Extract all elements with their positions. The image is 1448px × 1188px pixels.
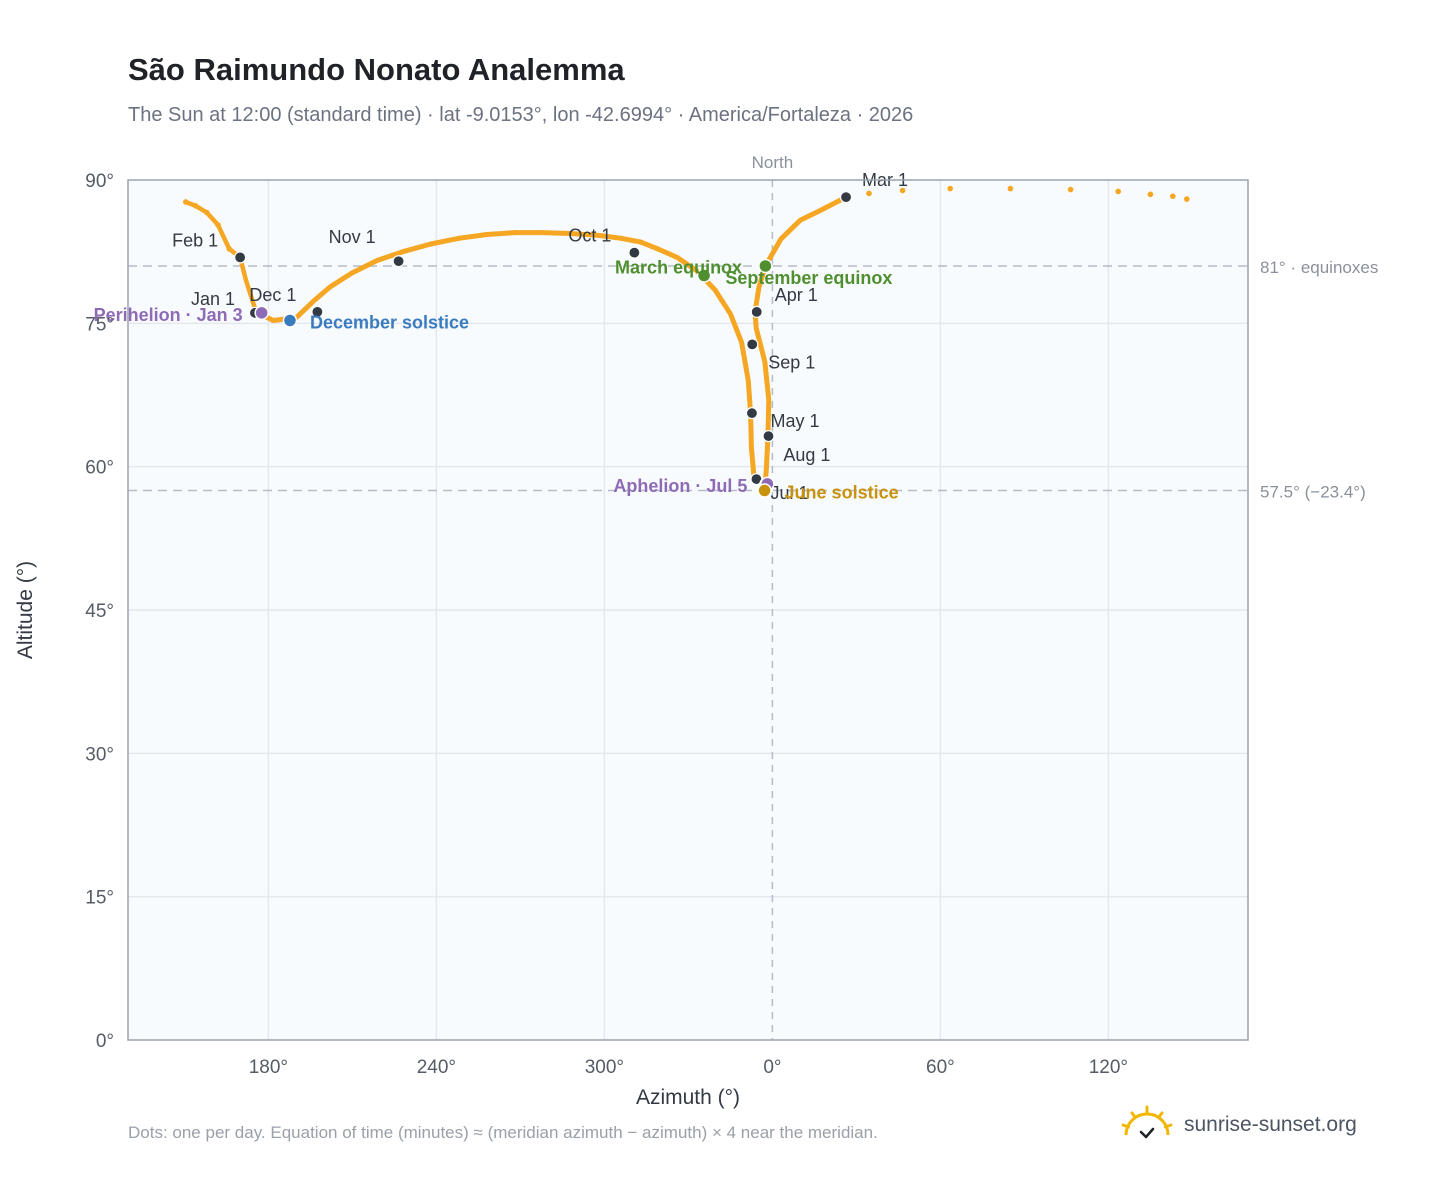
day-dot — [568, 230, 574, 237]
footnote: Dots: one per day. Equation of time (min… — [128, 1123, 878, 1142]
day-dot — [866, 190, 872, 197]
reference-line-label: 57.5° (−23.4°) — [1260, 483, 1366, 502]
event-marker — [282, 313, 298, 328]
x-tick-label: 0° — [763, 1057, 781, 1078]
day-dot — [1170, 193, 1176, 200]
month-marker — [750, 305, 763, 318]
event-label: September equinox — [725, 268, 892, 288]
event-label: December solstice — [310, 312, 469, 332]
event-marker — [758, 258, 773, 274]
month-label: Jul 1 — [770, 483, 808, 503]
day-dot — [400, 249, 406, 255]
chart-subtitle: The Sun at 12:00 (standard time) · lat -… — [128, 104, 914, 126]
day-dot — [1007, 185, 1014, 192]
day-dot — [456, 235, 462, 241]
month-marker — [234, 251, 247, 264]
day-dot — [540, 229, 546, 236]
day-dot — [947, 185, 953, 192]
y-tick-label: 15° — [85, 888, 114, 909]
month-label: Sep 1 — [768, 352, 815, 372]
day-dot — [596, 232, 602, 239]
day-dot — [1115, 188, 1121, 195]
day-dot — [215, 222, 221, 228]
day-dot — [1067, 186, 1074, 193]
y-axis-label: Altitude (°) — [14, 561, 37, 659]
day-dot — [899, 187, 906, 194]
chart-title: São Raimundo Nonato Analemma — [128, 52, 625, 87]
month-label: Dec 1 — [249, 285, 296, 305]
event-marker — [696, 268, 712, 283]
date-markers — [234, 191, 853, 498]
north-label: North — [752, 153, 794, 172]
x-tick-label: 300° — [585, 1057, 624, 1078]
axis-ticks: 0° 15° 30° 45° 60° 75° 90° 180° 240° 300° 0° 60° 120… — [14, 171, 1128, 1109]
analemma-curve — [183, 185, 1190, 492]
month-marker — [746, 338, 759, 351]
x-tick-label: 180° — [249, 1057, 288, 1078]
event-label: Aphelion · Jul 5 — [613, 476, 747, 496]
day-dot — [618, 235, 624, 241]
event-marker — [757, 483, 772, 498]
month-label: Apr 1 — [775, 285, 818, 305]
day-dot — [428, 241, 434, 247]
reference-line-label: 81° · equinoxes — [1260, 258, 1378, 277]
event-marker — [254, 305, 269, 321]
analemma-path — [253, 194, 849, 492]
month-marker — [745, 407, 759, 420]
brand[interactable]: sunrise-sunset.org — [1120, 1100, 1357, 1150]
month-marker — [392, 255, 405, 268]
month-label: Nov 1 — [329, 227, 376, 247]
month-marker — [628, 246, 641, 259]
x-axis-label: Azimuth (°) — [636, 1086, 740, 1109]
month-marker — [762, 429, 775, 443]
plot-frame — [127, 179, 1249, 1041]
grid-lines — [128, 180, 1248, 1040]
y-tick-label: 30° — [85, 744, 114, 765]
day-dot — [183, 199, 189, 205]
x-tick-label: 120° — [1089, 1057, 1128, 1078]
day-dot — [638, 239, 644, 245]
y-tick-label: 90° — [85, 171, 114, 192]
event-label: June solstice — [785, 483, 899, 503]
month-label: Aug 1 — [783, 445, 830, 465]
y-tick-label: 60° — [85, 458, 114, 479]
y-tick-label: 0° — [96, 1031, 114, 1052]
brand-name: sunrise-sunset.org — [1184, 1113, 1357, 1136]
day-dot — [1184, 196, 1190, 202]
month-label: Feb 1 — [172, 230, 218, 250]
month-label: Oct 1 — [568, 226, 611, 246]
y-tick-label: 75° — [85, 314, 114, 335]
sun-logo-icon — [1121, 1105, 1173, 1139]
north-meridian: North — [752, 153, 794, 1040]
month-marker — [839, 191, 853, 204]
month-marker — [311, 305, 324, 318]
day-dot — [226, 246, 232, 252]
day-dot — [1147, 191, 1154, 198]
y-tick-label: 45° — [85, 601, 114, 622]
x-tick-label: 60° — [926, 1057, 955, 1078]
day-dot — [655, 246, 661, 252]
event-label: Perihelion · Jan 3 — [94, 305, 243, 325]
month-label: Jan 1 — [191, 289, 235, 309]
day-dot — [484, 231, 490, 238]
event-label: March equinox — [615, 258, 742, 278]
day-dot — [192, 203, 199, 209]
day-dot — [204, 209, 210, 216]
x-tick-label: 240° — [417, 1057, 456, 1078]
month-label: May 1 — [770, 411, 819, 431]
day-dot — [512, 229, 518, 236]
